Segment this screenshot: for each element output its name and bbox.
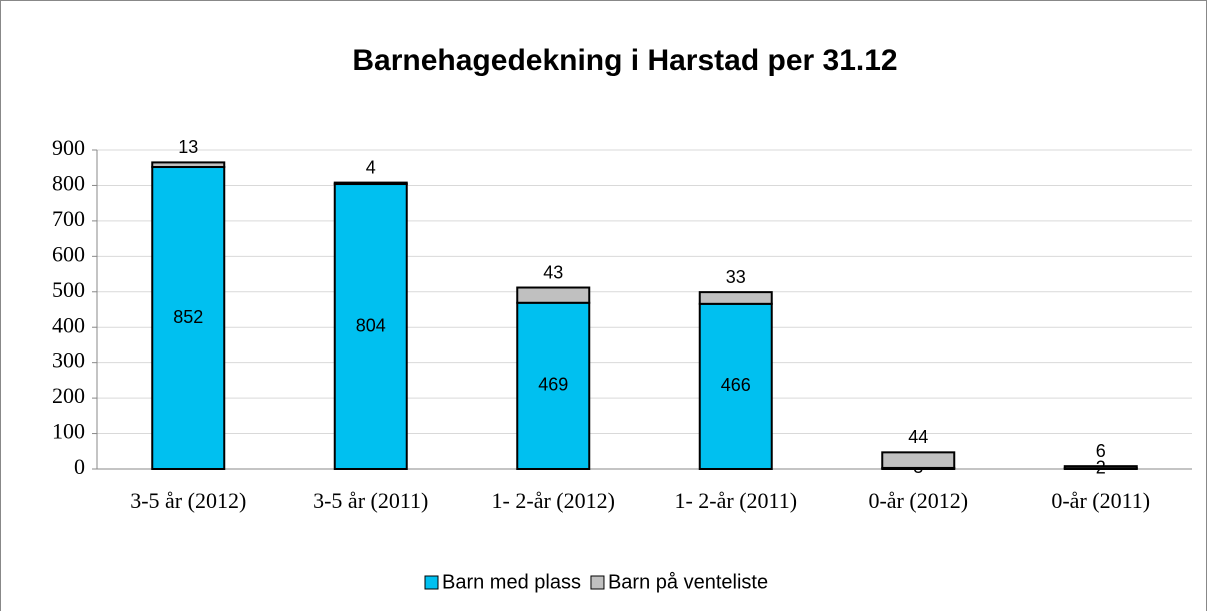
y-tick-label: 700 — [52, 206, 85, 231]
y-tick-label: 200 — [52, 383, 85, 408]
bar-segment — [151, 166, 226, 470]
bar-segment — [516, 286, 591, 304]
data-label: 804 — [356, 315, 386, 335]
bar-segment — [881, 451, 956, 469]
y-tick-label: 400 — [52, 312, 85, 337]
data-label: 852 — [173, 307, 203, 327]
data-label: 33 — [726, 267, 746, 287]
y-tick-label: 600 — [52, 241, 85, 266]
bar-segment — [1063, 465, 1138, 470]
bar-segment — [151, 161, 226, 169]
bar-segment — [333, 181, 408, 186]
x-tick-label: 0-år (2011) — [1051, 488, 1150, 513]
x-tick-label: 1- 2-år (2011) — [674, 488, 797, 513]
legend-swatch — [590, 575, 605, 590]
x-tick-label: 3-5 år (2012) — [130, 488, 246, 513]
x-tick-label: 1- 2-år (2012) — [492, 488, 615, 513]
bar-segment — [698, 291, 773, 305]
bar-segment — [698, 302, 773, 470]
x-tick-label: 0-år (2012) — [868, 488, 968, 513]
legend-swatch — [424, 575, 439, 590]
y-tick-label: 0 — [74, 454, 85, 479]
bar-segment — [333, 183, 408, 470]
legend-label: Barn med plass — [442, 571, 581, 593]
legend-label: Barn på venteliste — [608, 571, 768, 593]
x-tick-label: 3-5 år (2011) — [313, 488, 428, 513]
data-label: 13 — [178, 137, 198, 157]
data-label: 466 — [721, 375, 751, 395]
data-label: 43 — [543, 262, 563, 282]
data-label: 4 — [366, 157, 376, 177]
y-tick-label: 500 — [52, 277, 85, 302]
y-tick-label: 900 — [52, 135, 85, 160]
y-tick-label: 300 — [52, 348, 85, 373]
data-label: 469 — [538, 375, 568, 395]
data-label: 44 — [908, 427, 928, 447]
y-tick-label: 800 — [52, 170, 85, 195]
chart-title: Barnehagedekning i Harstad per 31.12 — [352, 44, 897, 77]
data-label: 6 — [1096, 441, 1106, 461]
bar-segment — [516, 301, 591, 471]
y-tick-label: 100 — [52, 419, 85, 444]
